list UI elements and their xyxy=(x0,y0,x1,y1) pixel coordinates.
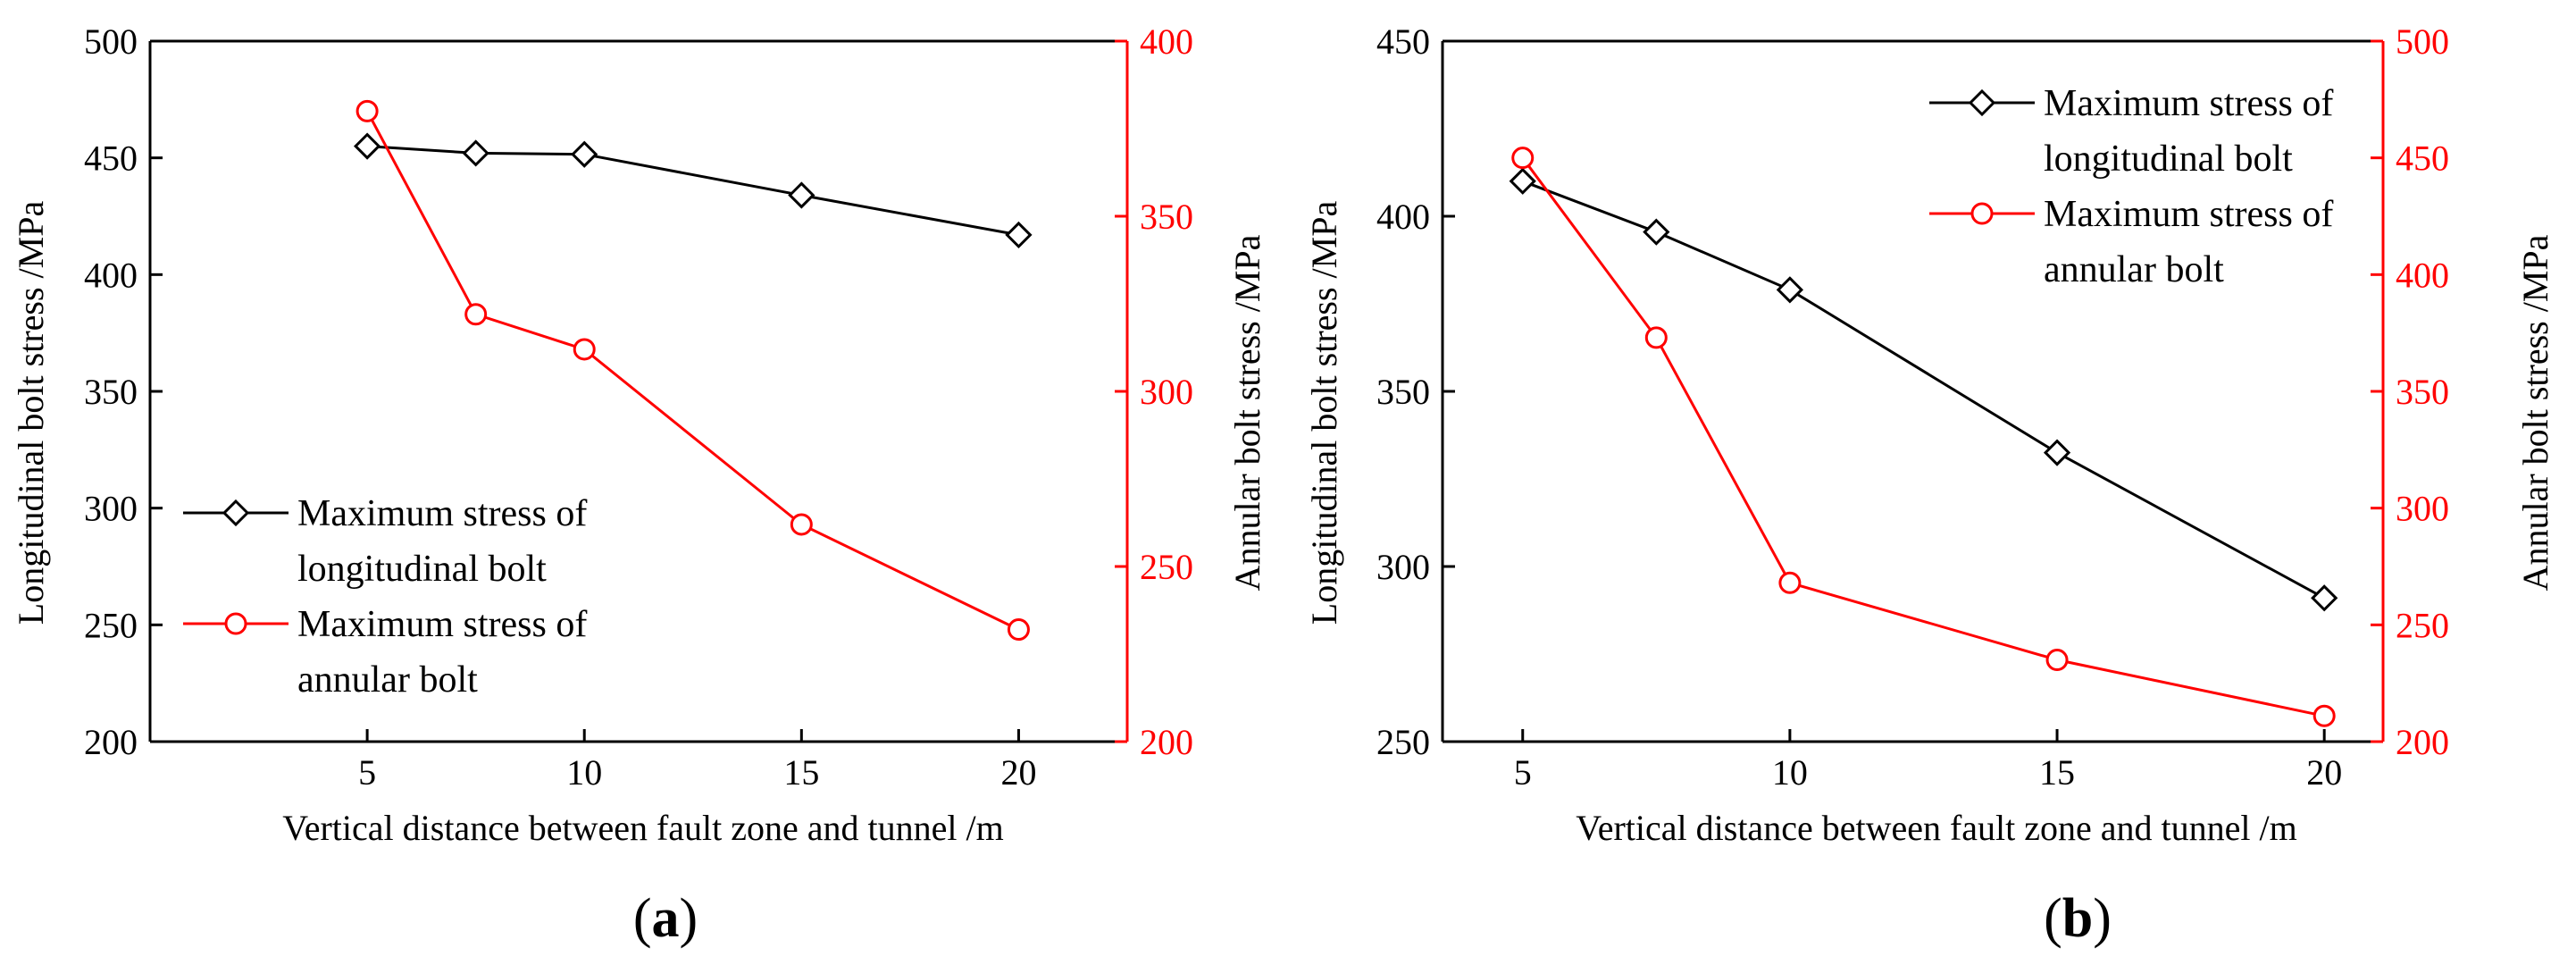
legend-annular-marker xyxy=(1970,202,1994,225)
y-left-tick-label: 450 xyxy=(1376,21,1430,62)
legend-longitudinal-label: Maximum stress of xyxy=(297,493,587,534)
series-annular-point xyxy=(464,303,488,326)
y-left-tick-label: 350 xyxy=(84,372,138,412)
legend-longitudinal-label: longitudinal bolt xyxy=(297,549,547,590)
panel-b-ylabel-left: Longitudinal bolt stress /MPa xyxy=(1304,201,1344,625)
series-annular-point xyxy=(2045,649,2069,672)
y-left-tick-label: 350 xyxy=(1376,372,1430,412)
series-annular-point xyxy=(790,513,813,536)
y-right-tick-label: 500 xyxy=(2396,21,2449,62)
series-annular-point xyxy=(355,99,379,122)
y-left-tick-label: 450 xyxy=(84,138,138,179)
y-left-tick-label: 300 xyxy=(84,489,138,529)
x-tick-label: 10 xyxy=(566,752,602,793)
x-tick-label: 15 xyxy=(783,752,819,793)
series-longitudinal-point xyxy=(2311,584,2338,612)
y-right-tick-label: 350 xyxy=(1140,197,1193,237)
panel-a-ylabel-left: Longitudinal bolt stress /MPa xyxy=(11,201,51,625)
legend-annular-label: Maximum stress of xyxy=(297,604,587,645)
y-left-tick-label: 250 xyxy=(1376,722,1430,762)
panel-b-xlabel: Vertical distance between fault zone and… xyxy=(1576,808,2296,848)
y-right-tick-label: 200 xyxy=(1140,722,1193,762)
series-longitudinal-point xyxy=(1509,167,1536,195)
x-tick-label: 10 xyxy=(1772,752,1808,793)
panel-b: Vertical distance between fault zone and… xyxy=(1304,21,2555,949)
series-longitudinal-point xyxy=(1643,218,1670,246)
y-right-tick-label: 450 xyxy=(2396,138,2449,179)
y-right-tick-label: 300 xyxy=(2396,489,2449,529)
panel-a-ylabel-right: Annular bolt stress /MPa xyxy=(1227,234,1267,591)
panel-a-caption: (a) xyxy=(633,888,698,949)
series-annular-point xyxy=(2313,704,2336,727)
legend-longitudinal-label: longitudinal bolt xyxy=(2044,138,2293,180)
y-right-tick-label: 400 xyxy=(2396,255,2449,295)
series-longitudinal-point xyxy=(2043,439,2071,466)
x-tick-label: 15 xyxy=(2039,752,2075,793)
y-left-tick-label: 250 xyxy=(84,605,138,645)
y-right-tick-label: 200 xyxy=(2396,722,2449,762)
panel-b-caption-letter: b xyxy=(2062,888,2093,949)
x-tick-label: 20 xyxy=(2306,752,2342,793)
panel-b-caption: (b) xyxy=(2044,888,2112,949)
legend-annular-label: Maximum stress of xyxy=(2044,194,2333,235)
panel-a: Vertical distance between fault zone and… xyxy=(11,21,1267,949)
legend-longitudinal-marker xyxy=(222,499,250,527)
panel-a-xlabel: Vertical distance between fault zone and… xyxy=(282,808,1003,848)
x-tick-label: 5 xyxy=(358,752,376,793)
series-longitudinal-point xyxy=(462,139,489,167)
y-right-tick-label: 250 xyxy=(1140,547,1193,587)
series-longitudinal-point xyxy=(1776,276,1804,304)
y-right-tick-label: 400 xyxy=(1140,21,1193,62)
y-left-tick-label: 200 xyxy=(84,722,138,762)
legend-longitudinal-marker xyxy=(1968,88,1996,117)
legend-annular-label: annular bolt xyxy=(2044,249,2224,290)
y-left-tick-label: 500 xyxy=(84,21,138,62)
series-longitudinal-point xyxy=(571,140,598,168)
x-tick-label: 5 xyxy=(1514,752,1532,793)
series-annular-point xyxy=(573,338,596,361)
series-annular-point xyxy=(1511,147,1535,170)
legend-longitudinal-label: Maximum stress of xyxy=(2044,83,2333,124)
y-left-tick-label: 300 xyxy=(1376,547,1430,587)
series-annular-point xyxy=(1644,326,1668,349)
panel-a-caption-letter: a xyxy=(652,888,680,949)
y-left-tick-label: 400 xyxy=(1376,197,1430,237)
y-right-tick-label: 300 xyxy=(1140,372,1193,412)
series-longitudinal-point xyxy=(788,181,815,209)
y-left-tick-label: 400 xyxy=(84,255,138,295)
y-right-tick-label: 350 xyxy=(2396,372,2449,412)
legend-annular-marker xyxy=(224,612,247,635)
series-longitudinal-point xyxy=(1005,221,1033,249)
panel-b-ylabel-right: Annular bolt stress /MPa xyxy=(2515,234,2555,591)
series-annular-point xyxy=(1007,618,1030,642)
legend-annular-label: annular bolt xyxy=(297,659,478,701)
x-tick-label: 20 xyxy=(1000,752,1036,793)
y-right-tick-label: 250 xyxy=(2396,605,2449,645)
series-annular-point xyxy=(1778,571,1802,594)
series-longitudinal-point xyxy=(353,132,381,160)
